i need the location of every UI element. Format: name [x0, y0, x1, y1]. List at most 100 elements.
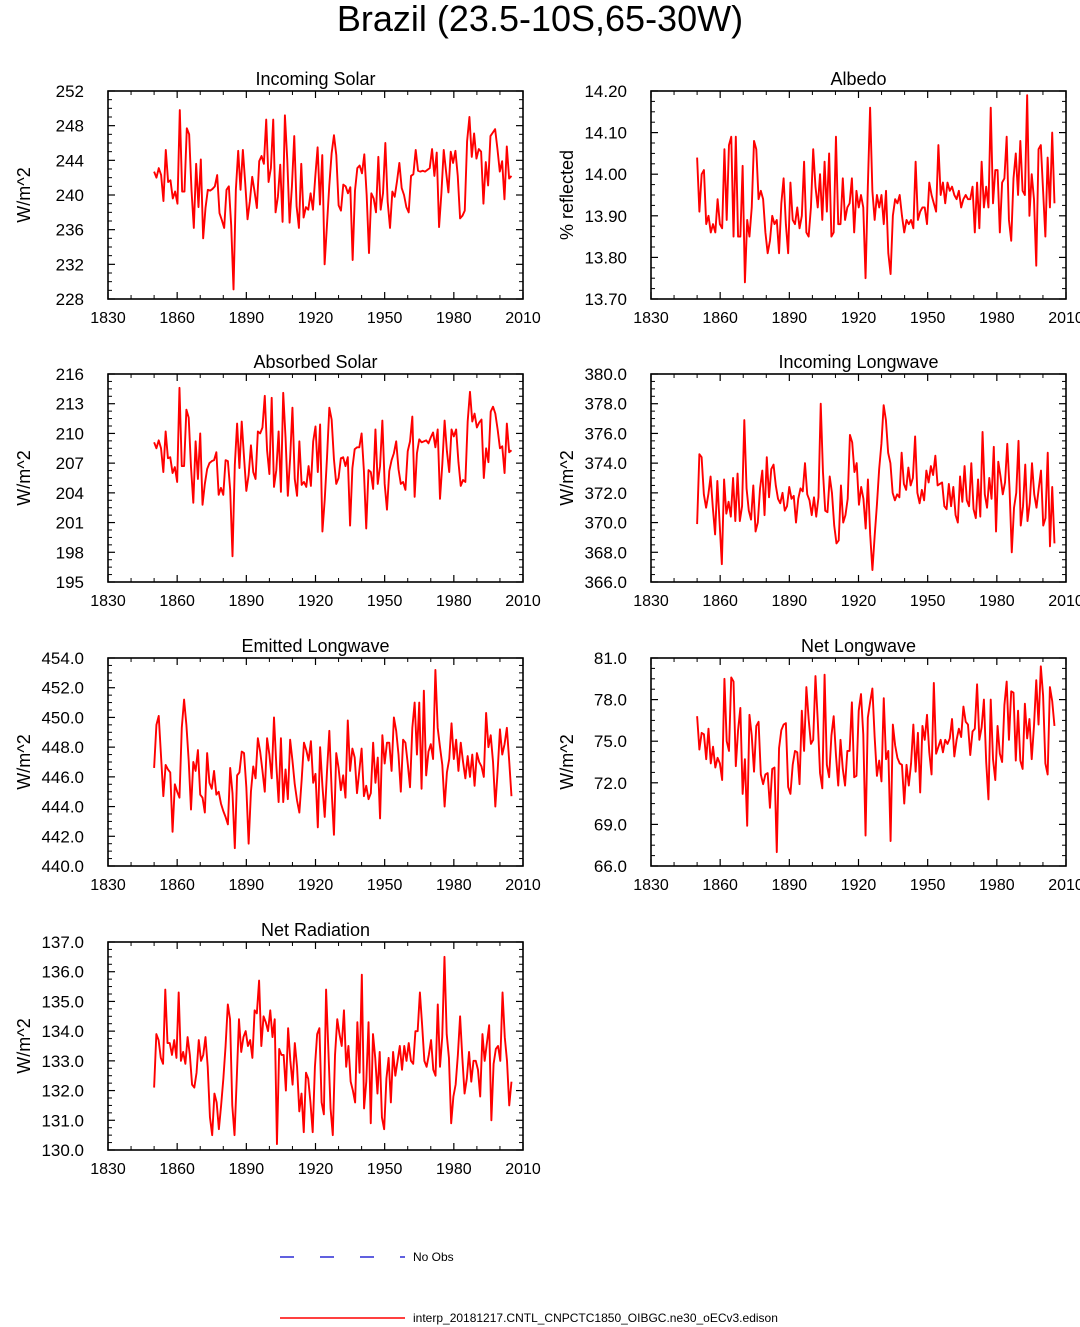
- y-tick-label: 14.00: [584, 165, 627, 184]
- y-tick-label: 378.0: [584, 395, 627, 414]
- plot-frame: [107, 657, 524, 867]
- x-tick-label: 1860: [702, 593, 738, 610]
- series-line-model: [696, 402, 1056, 572]
- y-tick-label: 236: [56, 221, 84, 240]
- y-tick-label: 380.0: [584, 365, 627, 384]
- y-tick-label: 442.0: [41, 827, 84, 846]
- y-tick-label: 248: [56, 117, 84, 136]
- y-axis-label: W/m^2: [14, 734, 34, 789]
- x-tick-label: 1950: [367, 310, 403, 327]
- y-tick-label: 374.0: [584, 454, 627, 473]
- y-tick-label: 195: [56, 573, 84, 592]
- x-tick-label: 2010: [505, 310, 541, 327]
- panel: Absorbed Solar W/m^2 1830 1860 1890 1920 1950 1…: [14, 352, 541, 610]
- x-tick-label: 1830: [90, 1161, 126, 1178]
- panel-title: Albedo: [830, 69, 886, 89]
- y-tick-label: 232: [56, 255, 84, 274]
- x-tick-label: 1920: [841, 593, 877, 610]
- y-tick-label: 204: [56, 484, 84, 503]
- x-tick-label: 1920: [298, 877, 334, 894]
- x-tick-label: 1920: [298, 1161, 334, 1178]
- y-tick-label: 130.0: [41, 1141, 84, 1160]
- y-tick-label: 13.90: [584, 207, 627, 226]
- x-tick-label: 1920: [841, 310, 877, 327]
- series-line-model: [153, 955, 513, 1146]
- x-tick-label: 1980: [979, 877, 1015, 894]
- y-tick-label: 216: [56, 365, 84, 384]
- panel-title: Emitted Longwave: [241, 636, 389, 656]
- panel-title: Incoming Solar: [255, 69, 375, 89]
- y-tick-label: 132.0: [41, 1082, 84, 1101]
- legend: No Obs interp_20181217.CNTL_CNPCTC1850_O…: [280, 1250, 778, 1325]
- x-tick-label: 1950: [910, 593, 946, 610]
- x-tick-label: 1890: [772, 593, 808, 610]
- x-tick-label: 1950: [910, 310, 946, 327]
- y-axis-label: W/m^2: [14, 167, 34, 222]
- y-axis-label: W/m^2: [14, 450, 34, 505]
- x-tick-label: 1950: [910, 877, 946, 894]
- y-tick-label: 13.70: [584, 290, 627, 309]
- y-tick-label: 213: [56, 395, 84, 414]
- x-tick-label: 1890: [229, 877, 265, 894]
- y-tick-label: 452.0: [41, 679, 84, 698]
- y-tick-label: 136.0: [41, 963, 84, 982]
- y-tick-label: 368.0: [584, 543, 627, 562]
- x-tick-label: 2010: [1048, 310, 1080, 327]
- panel-title: Net Longwave: [801, 636, 916, 656]
- y-tick-label: 228: [56, 290, 84, 309]
- y-tick-label: 440.0: [41, 857, 84, 876]
- y-tick-label: 69.0: [594, 815, 627, 834]
- x-tick-label: 1830: [633, 877, 669, 894]
- y-tick-label: 207: [56, 454, 84, 473]
- x-tick-label: 2010: [1048, 877, 1080, 894]
- y-tick-label: 78.0: [594, 691, 627, 710]
- y-tick-label: 72.0: [594, 774, 627, 793]
- y-axis-label: W/m^2: [14, 1018, 34, 1073]
- x-tick-label: 1920: [298, 310, 334, 327]
- y-tick-label: 210: [56, 424, 84, 443]
- y-tick-label: 14.20: [584, 82, 627, 101]
- legend-obs-label: No Obs: [413, 1250, 454, 1264]
- y-tick-label: 450.0: [41, 708, 84, 727]
- x-tick-label: 1920: [298, 593, 334, 610]
- panel: Incoming Solar W/m^2 1830 1860 1890 1920 1950 1…: [14, 69, 541, 327]
- y-tick-label: 252: [56, 82, 84, 101]
- y-tick-label: 135.0: [41, 992, 84, 1011]
- plot-frame: [107, 90, 524, 300]
- series-line-model: [696, 665, 1056, 854]
- y-tick-label: 448.0: [41, 738, 84, 757]
- x-tick-label: 1830: [90, 877, 126, 894]
- x-tick-label: 2010: [505, 1161, 541, 1178]
- y-tick-label: 131.0: [41, 1111, 84, 1130]
- y-tick-label: 137.0: [41, 933, 84, 952]
- x-tick-label: 1860: [159, 877, 195, 894]
- y-tick-label: 13.80: [584, 248, 627, 267]
- series-line-model: [696, 94, 1056, 284]
- panel-title: Incoming Longwave: [778, 352, 938, 372]
- y-axis-label: W/m^2: [557, 734, 577, 789]
- x-tick-label: 1980: [436, 877, 472, 894]
- x-tick-label: 1860: [159, 310, 195, 327]
- y-tick-label: 376.0: [584, 424, 627, 443]
- y-tick-label: 240: [56, 186, 84, 205]
- y-axis-label: % reflected: [557, 150, 577, 240]
- panel: Net Radiation W/m^2 1830 1860 1890 1920 1950 19…: [14, 920, 541, 1178]
- x-tick-label: 1830: [90, 310, 126, 327]
- y-tick-label: 454.0: [41, 649, 84, 668]
- panel: Net Longwave W/m^2 1830 1860 1890 1920 1950 198…: [557, 636, 1080, 894]
- x-tick-label: 1950: [367, 877, 403, 894]
- y-tick-label: 372.0: [584, 484, 627, 503]
- x-tick-label: 2010: [505, 593, 541, 610]
- x-tick-label: 1920: [841, 877, 877, 894]
- x-tick-label: 1890: [229, 1161, 265, 1178]
- x-tick-label: 1890: [229, 310, 265, 327]
- y-tick-label: 134.0: [41, 1022, 84, 1041]
- panel-title: Absorbed Solar: [253, 352, 377, 372]
- y-axis-label: W/m^2: [557, 450, 577, 505]
- x-tick-label: 1890: [772, 310, 808, 327]
- x-tick-label: 2010: [1048, 593, 1080, 610]
- y-tick-label: 81.0: [594, 649, 627, 668]
- panel-title: Net Radiation: [261, 920, 370, 940]
- series-line-model: [153, 109, 513, 291]
- y-tick-label: 446.0: [41, 768, 84, 787]
